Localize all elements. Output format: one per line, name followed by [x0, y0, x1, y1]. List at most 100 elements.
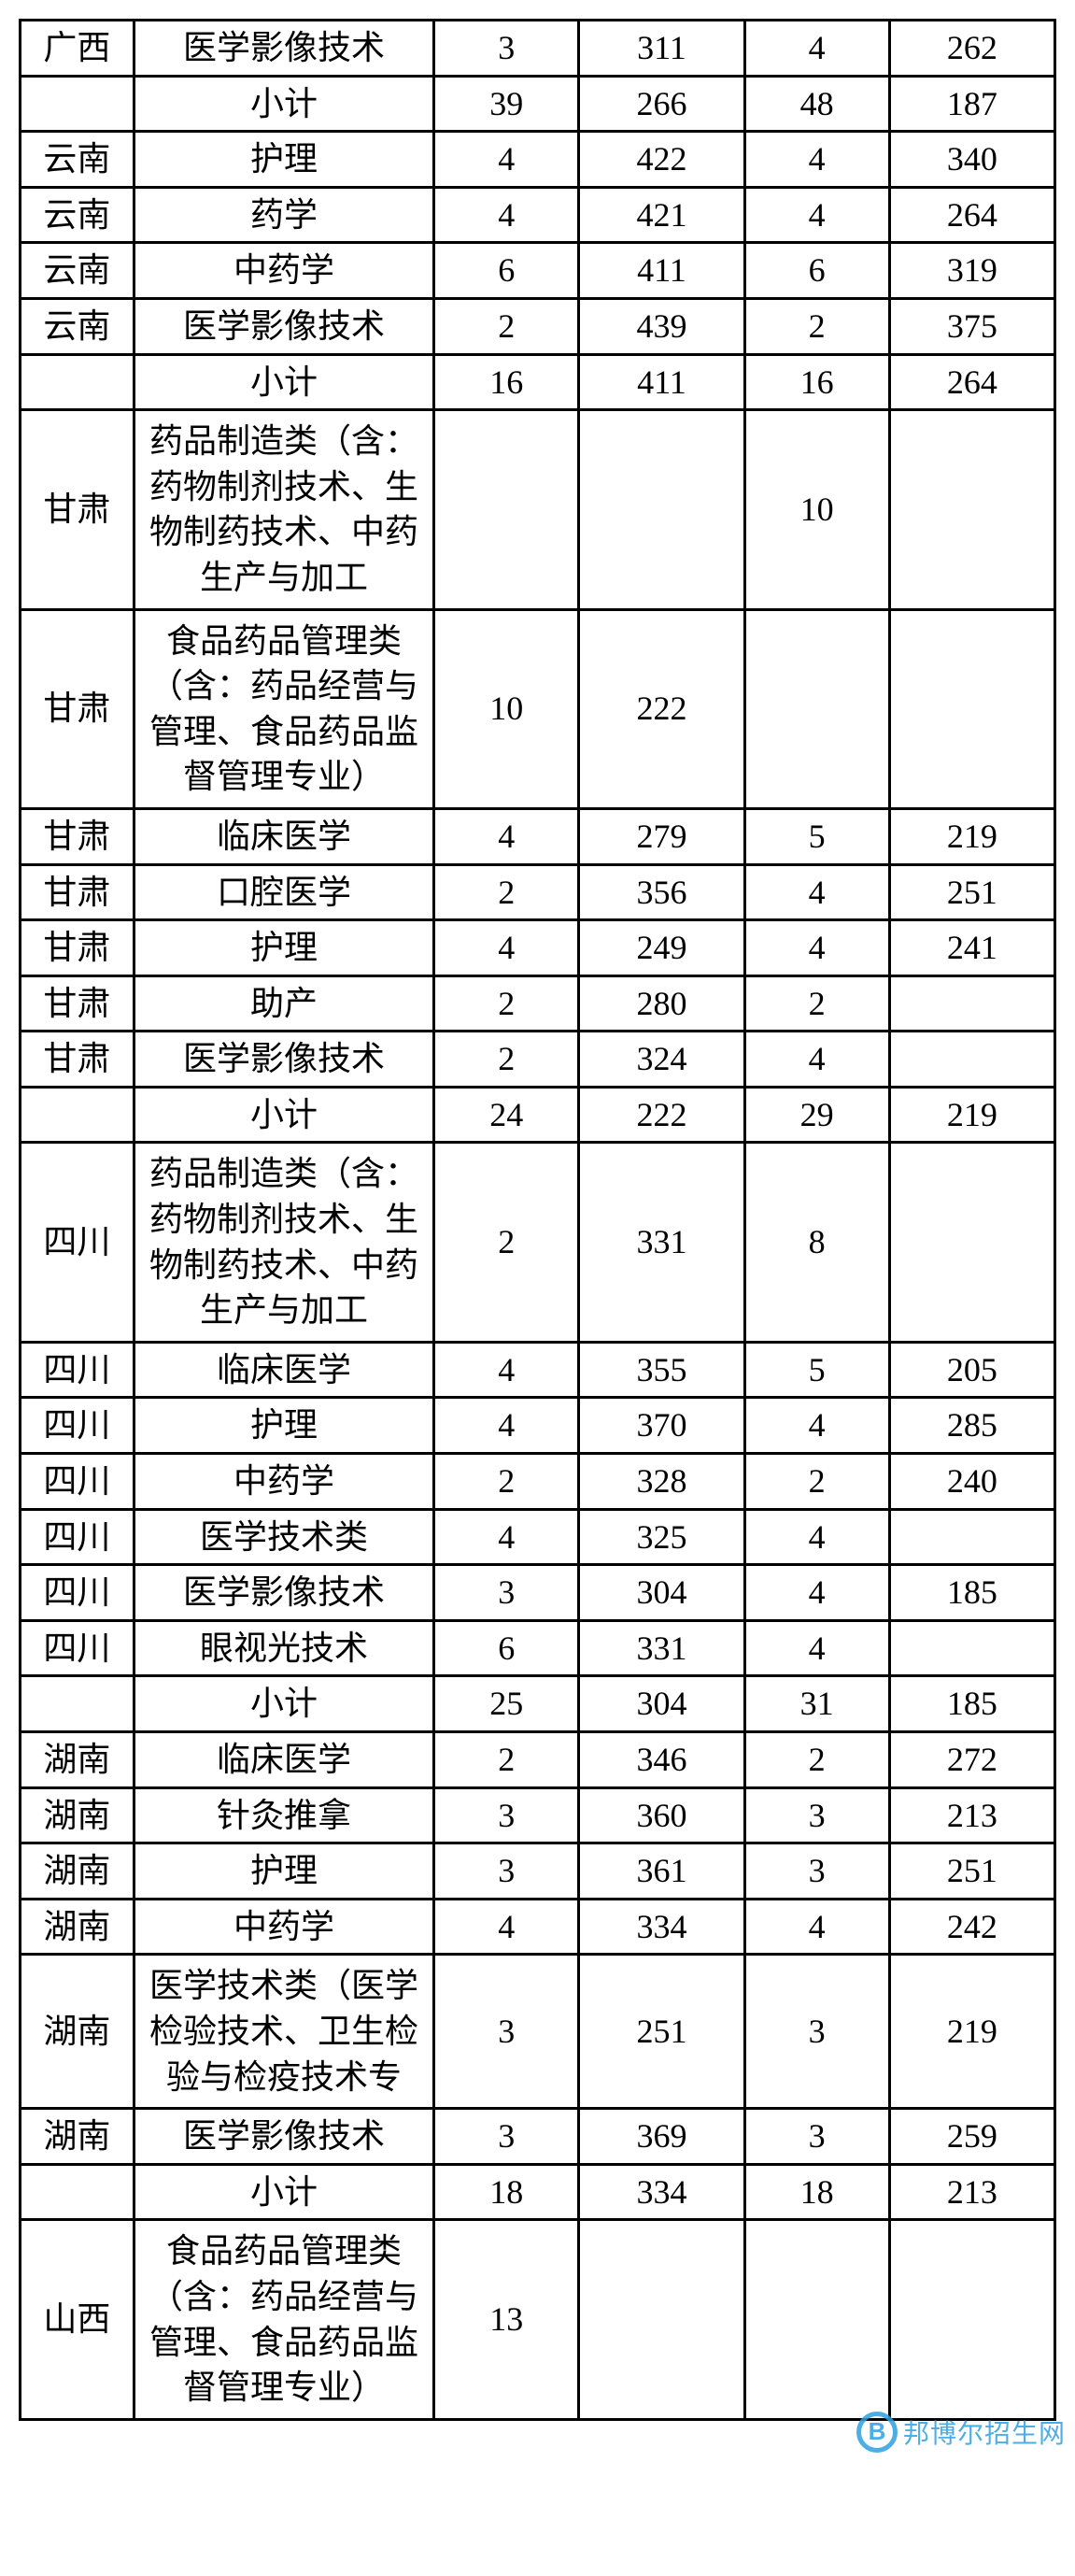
table-row: 甘肃口腔医学23564251 — [21, 864, 1055, 920]
table-cell: 4 — [744, 1899, 889, 1955]
table-cell: 助产 — [134, 975, 433, 1032]
watermark-badge-icon: B — [856, 2412, 898, 2453]
table-cell: 251 — [889, 1843, 1054, 1900]
table-cell: 4 — [744, 864, 889, 920]
table-cell: 护理 — [134, 132, 433, 188]
table-cell: 361 — [579, 1843, 744, 1900]
table-cell: 185 — [889, 1676, 1054, 1732]
table-cell: 3 — [744, 2109, 889, 2165]
table-cell: 3 — [434, 1955, 579, 2109]
table-cell: 药学 — [134, 187, 433, 243]
table-cell: 2 — [434, 1732, 579, 1788]
table-cell: 328 — [579, 1454, 744, 1510]
table-cell: 针灸推拿 — [134, 1787, 433, 1843]
table-row: 甘肃临床医学42795219 — [21, 808, 1055, 864]
table-row: 湖南中药学43344242 — [21, 1899, 1055, 1955]
table-cell: 中药学 — [134, 1899, 433, 1955]
table-cell: 249 — [579, 920, 744, 976]
table-cell: 药品制造类（含：药物制剂技术、生物制药技术、中药生产与加工 — [134, 1143, 433, 1342]
table-row: 四川药品制造类（含：药物制剂技术、生物制药技术、中药生产与加工23318 — [21, 1143, 1055, 1342]
table-cell: 48 — [744, 76, 889, 132]
table-cell: 319 — [889, 243, 1054, 299]
table-cell — [21, 354, 134, 410]
table-cell: 4 — [434, 1342, 579, 1398]
table-cell: 食品药品管理类（含：药品经营与管理、食品药品监督管理专业） — [134, 609, 433, 808]
table-cell: 湖南 — [21, 1732, 134, 1788]
table-cell: 13 — [434, 2220, 579, 2419]
table-cell: 山西 — [21, 2220, 134, 2419]
table-row: 山西食品药品管理类（含：药品经营与管理、食品药品监督管理专业）13 — [21, 2220, 1055, 2419]
table-cell: 医学技术类 — [134, 1509, 433, 1565]
table-cell: 222 — [579, 1087, 744, 1143]
table-row: 甘肃药品制造类（含：药物制剂技术、生物制药技术、中药生产与加工10 — [21, 410, 1055, 609]
table-cell: 259 — [889, 2109, 1054, 2165]
table-cell: 小计 — [134, 76, 433, 132]
table-cell: 护理 — [134, 920, 433, 976]
table-cell: 甘肃 — [21, 808, 134, 864]
table-cell: 四川 — [21, 1509, 134, 1565]
table-cell: 4 — [744, 21, 889, 77]
table-cell: 5 — [744, 1342, 889, 1398]
table-cell: 411 — [579, 243, 744, 299]
table-cell: 4 — [744, 1509, 889, 1565]
table-cell: 331 — [579, 1143, 744, 1342]
table-cell: 4 — [744, 1398, 889, 1454]
table-cell — [579, 410, 744, 609]
table-cell: 280 — [579, 975, 744, 1032]
table-cell: 334 — [579, 2164, 744, 2220]
table-cell: 355 — [579, 1342, 744, 1398]
table-cell: 四川 — [21, 1565, 134, 1621]
table-cell: 213 — [889, 2164, 1054, 2220]
table-cell: 湖南 — [21, 1787, 134, 1843]
table-cell: 4 — [744, 1032, 889, 1088]
table-cell: 285 — [889, 1398, 1054, 1454]
table-cell: 369 — [579, 2109, 744, 2165]
table-cell: 四川 — [21, 1398, 134, 1454]
table-row: 湖南医学影像技术33693259 — [21, 2109, 1055, 2165]
table-cell: 医学技术类（医学检验技术、卫生检验与检疫技术专 — [134, 1955, 433, 2109]
table-cell: 4 — [434, 1509, 579, 1565]
table-cell: 185 — [889, 1565, 1054, 1621]
table-cell: 甘肃 — [21, 975, 134, 1032]
table-row: 广西医学影像技术33114262 — [21, 21, 1055, 77]
table-cell: 346 — [579, 1732, 744, 1788]
table-cell: 护理 — [134, 1398, 433, 1454]
table-cell: 四川 — [21, 1143, 134, 1342]
table-cell: 小计 — [134, 2164, 433, 2220]
table-row: 云南护理44224340 — [21, 132, 1055, 188]
table-cell: 四川 — [21, 1620, 134, 1676]
table-cell: 4 — [434, 1398, 579, 1454]
table-cell: 411 — [579, 354, 744, 410]
table-cell: 375 — [889, 298, 1054, 354]
table-cell: 医学影像技术 — [134, 1032, 433, 1088]
table-row: 云南药学44214264 — [21, 187, 1055, 243]
table-cell: 2 — [744, 975, 889, 1032]
table-cell: 口腔医学 — [134, 864, 433, 920]
table-cell: 医学影像技术 — [134, 21, 433, 77]
table-cell: 医学影像技术 — [134, 2109, 433, 2165]
table-row: 小计1641116264 — [21, 354, 1055, 410]
table-cell: 213 — [889, 1787, 1054, 1843]
table-cell: 2 — [434, 864, 579, 920]
table-cell — [889, 2220, 1054, 2419]
table-cell — [21, 2164, 134, 2220]
table-cell: 6 — [434, 243, 579, 299]
table-cell: 205 — [889, 1342, 1054, 1398]
table-cell: 219 — [889, 1087, 1054, 1143]
table-cell: 云南 — [21, 132, 134, 188]
table-cell: 272 — [889, 1732, 1054, 1788]
table-cell: 医学影像技术 — [134, 1565, 433, 1621]
table-cell: 311 — [579, 21, 744, 77]
table-cell: 4 — [434, 808, 579, 864]
table-cell — [744, 609, 889, 808]
table-row: 湖南医学技术类（医学检验技术、卫生检验与检疫技术专32513219 — [21, 1955, 1055, 2109]
table-cell: 湖南 — [21, 1899, 134, 1955]
table-cell: 31 — [744, 1676, 889, 1732]
table-cell: 甘肃 — [21, 609, 134, 808]
table-cell: 2 — [744, 1732, 889, 1788]
table-cell: 医学影像技术 — [134, 298, 433, 354]
table-cell: 304 — [579, 1565, 744, 1621]
table-cell: 334 — [579, 1899, 744, 1955]
table-cell — [889, 1143, 1054, 1342]
table-row: 云南中药学64116319 — [21, 243, 1055, 299]
